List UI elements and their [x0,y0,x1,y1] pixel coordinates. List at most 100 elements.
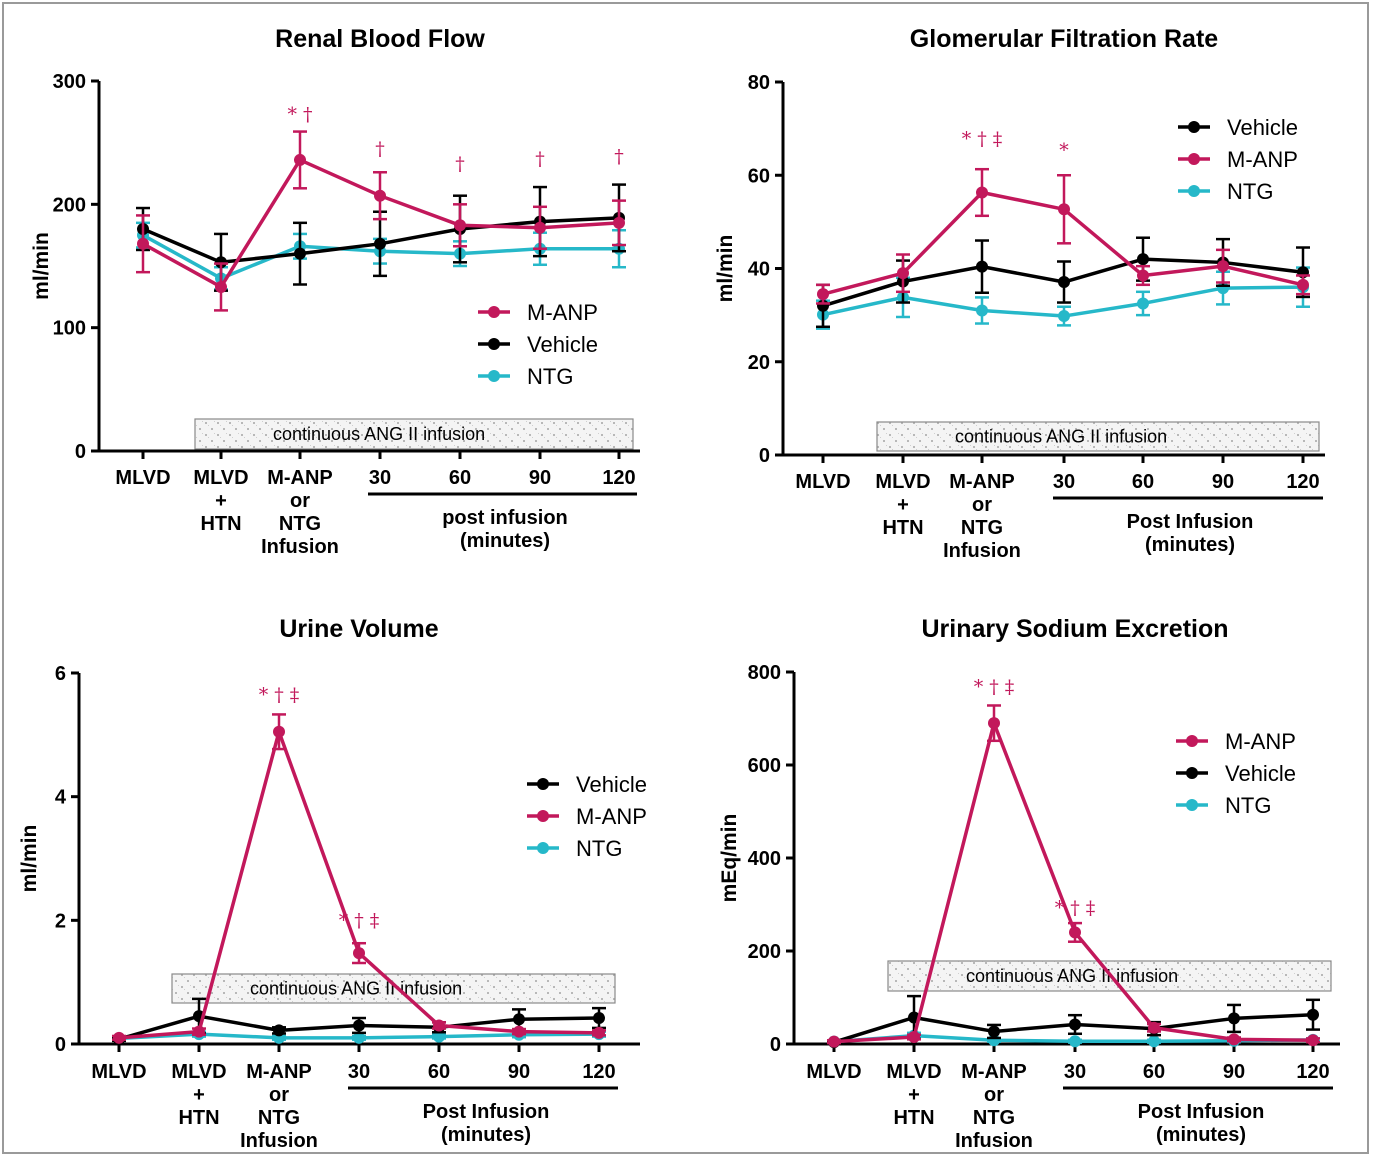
x-tick-label: MLVD [806,1061,861,1083]
x-tick-label: 30 [369,467,391,489]
chart-panel-1: Renal Blood Flow continuous ANG II infusi… [30,25,640,558]
x-tick-label-line: 120 [582,1061,615,1083]
legend-label: Vehicle [576,772,647,797]
x-tick-label: 120 [1296,1061,1329,1083]
legend: Vehicle M-ANP NTG [527,772,647,861]
x-tick-label-line: MLVD [115,467,170,489]
x-tick-label: 60 [449,467,471,489]
data-point [1069,1018,1081,1031]
y-tick-label: 0 [75,441,86,463]
legend-item: NTG [1176,793,1271,818]
data-point [1069,1035,1081,1048]
legend-item: Vehicle [1176,761,1296,786]
significance-marker: * † ‡ [259,684,300,706]
data-point [817,288,829,301]
x-tick-label: MLVD [795,471,850,493]
x-tick-label-line: or [269,1084,289,1106]
x-tick-label-line: 30 [1053,471,1075,493]
legend-label: NTG [1225,793,1271,818]
data-point [433,1019,445,1032]
post-infusion-label: (minutes) [1145,534,1235,556]
y-axis-label: ml/min [18,825,41,893]
y-tick-label: 600 [748,755,781,777]
y-tick-label: 60 [748,165,770,187]
y-tick-label: 0 [770,1034,781,1056]
post-infusion-label: post infusion [442,507,568,529]
x-tick-label-line: MLVD [795,471,850,493]
legend-label: Vehicle [527,332,598,357]
legend-item: M-ANP [527,804,647,829]
x-tick-label-line: 120 [1296,1061,1329,1083]
y-tick-label: 40 [748,259,770,281]
legend-label: M-ANP [576,804,647,829]
x-tick-label: 90 [508,1061,530,1083]
x-tick-label-line: HTN [178,1107,219,1129]
x-tick-label-line: HTN [200,513,241,535]
data-point [534,221,546,234]
x-tick-label-line: 90 [508,1061,530,1083]
infusion-band-label: continuous ANG II infusion [250,979,462,999]
x-tick-label-line: MLVD [806,1061,861,1083]
legend-item: Vehicle [1178,115,1298,140]
legend-item: NTG [527,836,622,861]
x-tick-label: MLVD+HTN [171,1061,226,1129]
x-tick-label: 90 [1212,471,1234,493]
x-tick-label: 120 [582,1061,615,1083]
x-tick-label-line: HTN [893,1107,934,1129]
y-axis-label: ml/min [714,235,737,303]
data-point [353,1031,365,1044]
data-point [113,1031,125,1044]
data-point [513,1025,525,1038]
chart-title: Glomerular Filtration Rate [910,25,1218,53]
legend-swatch-marker [537,810,549,822]
data-point [908,1031,920,1044]
x-tick-label-line: M-ANP [949,471,1015,493]
x-tick-label-line: 30 [1064,1061,1086,1083]
significance-marker: † [535,148,545,170]
y-tick-label: 0 [55,1034,66,1056]
x-tick-label-line: 30 [348,1061,370,1083]
chart-title: Urine Volume [279,615,438,643]
post-infusion-label: (minutes) [1156,1124,1246,1146]
y-tick-label: 4 [55,787,67,809]
data-point [1217,260,1229,273]
legend-swatch-marker [537,778,549,790]
legend-item: NTG [1178,179,1273,204]
x-tick-label-line: 30 [369,467,391,489]
x-tick-label: 90 [529,467,551,489]
data-point [1307,1034,1319,1047]
data-point [1148,1035,1160,1048]
data-point [294,153,306,166]
chart-title: Urinary Sodium Excretion [921,615,1228,643]
x-tick-label-line: HTN [882,517,923,539]
legend-item: M-ANP [478,300,598,325]
data-point [1058,310,1070,323]
legend-swatch-marker [1188,153,1200,165]
data-point [215,280,227,293]
data-point [1058,276,1070,289]
infusion-band [194,418,634,450]
legend-swatch-marker [1188,121,1200,133]
data-point [988,1025,1000,1038]
x-tick-label-line: + [193,1084,205,1106]
chart-panel-2: Glomerular Filtration Rate continuous ANG… [714,25,1325,562]
data-point [353,947,365,960]
data-point [897,267,909,280]
legend-swatch-marker [1186,799,1198,811]
y-tick-label: 0 [759,445,770,467]
series-manp [827,704,1320,1048]
legend-swatch-marker [488,306,500,318]
legend-swatch-marker [1186,767,1198,779]
data-point [454,219,466,232]
x-tick-label-line: MLVD [193,467,248,489]
legend-swatch-marker [488,370,500,382]
legend-label: M-ANP [1227,147,1298,172]
post-infusion-label: Post Infusion [1127,511,1254,533]
data-point [374,237,386,250]
data-point [1058,203,1070,216]
data-point [976,304,988,317]
x-tick-label-line: 90 [529,467,551,489]
series-manp [816,167,1310,305]
data-point [513,1013,525,1026]
x-tick-label-line: MLVD [875,471,930,493]
